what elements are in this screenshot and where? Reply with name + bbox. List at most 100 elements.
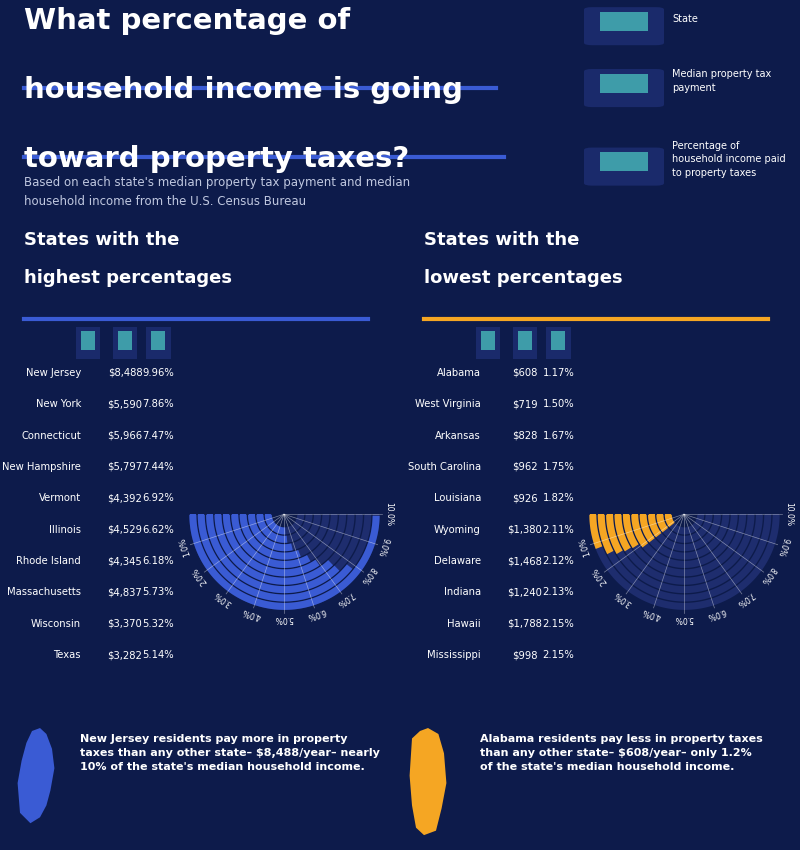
Text: 6.18%: 6.18% (142, 556, 174, 566)
Text: 2.0%: 2.0% (190, 565, 209, 586)
Text: 7.47%: 7.47% (142, 431, 174, 440)
Text: 4.0%: 4.0% (242, 606, 262, 620)
Text: 1.17%: 1.17% (542, 368, 574, 378)
Text: 2.12%: 2.12% (542, 556, 574, 566)
Bar (118, 331, 132, 349)
Text: $4,837: $4,837 (107, 587, 142, 598)
Text: 5.0%: 5.0% (274, 614, 294, 623)
Text: Illinois: Illinois (49, 524, 81, 535)
Text: 6.92%: 6.92% (142, 493, 174, 503)
Bar (76, 327, 100, 359)
Bar (518, 331, 532, 349)
Text: Based on each state's median property tax payment and median
household income fr: Based on each state's median property ta… (24, 176, 410, 208)
Text: $5,797: $5,797 (107, 462, 142, 472)
Text: $3,282: $3,282 (107, 650, 142, 660)
FancyBboxPatch shape (584, 69, 664, 107)
Text: Alabama residents pay less in property taxes
than any other state– $608/year– on: Alabama residents pay less in property t… (480, 734, 762, 772)
Text: 8.0%: 8.0% (359, 565, 378, 586)
Text: Delaware: Delaware (434, 556, 481, 566)
Bar (551, 331, 566, 349)
Text: 5.14%: 5.14% (142, 650, 174, 660)
Text: Rhode Island: Rhode Island (16, 556, 81, 566)
Text: 1.50%: 1.50% (542, 400, 574, 410)
Text: toward property taxes?: toward property taxes? (24, 145, 410, 173)
Text: 3.0%: 3.0% (612, 589, 633, 608)
Text: $4,529: $4,529 (107, 524, 142, 535)
Text: 10.0%: 10.0% (384, 502, 393, 526)
Text: highest percentages: highest percentages (24, 269, 232, 286)
Text: $1,240: $1,240 (507, 587, 542, 598)
Text: 6.0%: 6.0% (706, 606, 726, 620)
Text: $828: $828 (512, 431, 538, 440)
Bar (113, 327, 138, 359)
Text: household income is going: household income is going (24, 76, 463, 105)
Text: 9.96%: 9.96% (142, 368, 174, 378)
Text: 2.0%: 2.0% (590, 565, 609, 586)
Text: 1.0%: 1.0% (178, 536, 192, 557)
Text: Connecticut: Connecticut (22, 431, 81, 440)
Text: 2.11%: 2.11% (542, 524, 574, 535)
Text: Indiana: Indiana (444, 587, 481, 598)
Text: $4,345: $4,345 (107, 556, 142, 566)
Text: Wisconsin: Wisconsin (31, 619, 81, 629)
Text: $1,380: $1,380 (507, 524, 542, 535)
Bar (481, 331, 495, 349)
Text: 3.0%: 3.0% (212, 589, 233, 608)
Text: 9.0%: 9.0% (776, 536, 790, 557)
Text: $998: $998 (512, 650, 538, 660)
Text: 5.32%: 5.32% (142, 619, 174, 629)
Text: Alabama: Alabama (437, 368, 481, 378)
Text: New York: New York (35, 400, 81, 410)
Polygon shape (18, 728, 54, 823)
Text: Texas: Texas (54, 650, 81, 660)
Text: 1.67%: 1.67% (542, 431, 574, 440)
Text: West Virginia: West Virginia (415, 400, 481, 410)
Text: $608: $608 (512, 368, 538, 378)
Text: 2.15%: 2.15% (542, 650, 574, 660)
FancyBboxPatch shape (584, 7, 664, 45)
Text: 7.0%: 7.0% (735, 589, 756, 608)
Text: $5,966: $5,966 (107, 431, 142, 440)
Text: 6.62%: 6.62% (142, 524, 174, 535)
Text: $926: $926 (512, 493, 538, 503)
Bar (513, 327, 538, 359)
FancyBboxPatch shape (584, 148, 664, 185)
Bar (81, 331, 95, 349)
Text: 1.75%: 1.75% (542, 462, 574, 472)
Polygon shape (410, 728, 446, 835)
Text: 5.0%: 5.0% (674, 614, 694, 623)
Text: Wyoming: Wyoming (434, 524, 481, 535)
Bar (146, 327, 170, 359)
Text: Louisiana: Louisiana (434, 493, 481, 503)
Bar (546, 327, 570, 359)
Text: Vermont: Vermont (39, 493, 81, 503)
Text: $719: $719 (512, 400, 538, 410)
Text: $3,370: $3,370 (107, 619, 142, 629)
Bar (600, 74, 648, 93)
Bar (600, 12, 648, 31)
Text: 2.15%: 2.15% (542, 619, 574, 629)
Text: State: State (672, 14, 698, 24)
Text: 4.0%: 4.0% (642, 606, 662, 620)
Text: 7.86%: 7.86% (142, 400, 174, 410)
Text: 6.0%: 6.0% (306, 606, 326, 620)
Text: States with the: States with the (424, 231, 579, 249)
Text: Median property tax
payment: Median property tax payment (672, 70, 771, 93)
Bar (600, 152, 648, 172)
Text: Massachusetts: Massachusetts (7, 587, 81, 598)
Text: lowest percentages: lowest percentages (424, 269, 622, 286)
Text: Hawaii: Hawaii (447, 619, 481, 629)
Text: $5,590: $5,590 (107, 400, 142, 410)
Text: 7.0%: 7.0% (335, 589, 356, 608)
Text: $962: $962 (512, 462, 538, 472)
Text: New Jersey: New Jersey (26, 368, 81, 378)
Bar (151, 331, 166, 349)
Text: States with the: States with the (24, 231, 179, 249)
Text: 10.0%: 10.0% (784, 502, 793, 526)
Text: 8.0%: 8.0% (759, 565, 778, 586)
Text: South Carolina: South Carolina (408, 462, 481, 472)
Text: 7.44%: 7.44% (142, 462, 174, 472)
Text: Arkansas: Arkansas (435, 431, 481, 440)
Text: 9.0%: 9.0% (376, 536, 390, 557)
Text: New Jersey residents pay more in property
taxes than any other state– $8,488/yea: New Jersey residents pay more in propert… (80, 734, 380, 772)
